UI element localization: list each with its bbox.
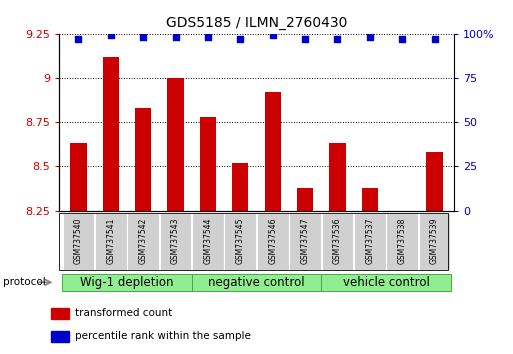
Bar <box>192 212 224 270</box>
Point <box>139 34 147 40</box>
Bar <box>329 143 346 211</box>
Text: Wig-1 depletion: Wig-1 depletion <box>80 276 174 289</box>
Text: GSM737542: GSM737542 <box>139 218 148 264</box>
Bar <box>386 212 418 270</box>
Bar <box>322 212 353 270</box>
Bar <box>289 212 321 270</box>
Text: GSM737541: GSM737541 <box>106 218 115 264</box>
Point <box>171 34 180 40</box>
Bar <box>354 212 386 270</box>
Text: GSM737537: GSM737537 <box>365 218 374 264</box>
Bar <box>70 143 87 211</box>
Bar <box>225 212 256 270</box>
Point <box>74 36 83 42</box>
Bar <box>62 274 192 291</box>
Point <box>204 34 212 40</box>
Point <box>236 36 244 42</box>
Bar <box>167 78 184 211</box>
Bar <box>265 92 281 211</box>
Bar <box>257 212 288 270</box>
Bar <box>103 57 119 211</box>
Text: GSM737538: GSM737538 <box>398 218 407 264</box>
Text: GSM737536: GSM737536 <box>333 218 342 264</box>
Bar <box>419 212 450 270</box>
Text: transformed count: transformed count <box>75 308 172 318</box>
Bar <box>321 274 451 291</box>
Text: GSM737546: GSM737546 <box>268 218 277 264</box>
Point <box>366 34 374 40</box>
Text: protocol: protocol <box>3 277 45 287</box>
Text: negative control: negative control <box>208 276 305 289</box>
Text: GSM737547: GSM737547 <box>301 218 309 264</box>
Bar <box>362 188 378 211</box>
Text: GSM737544: GSM737544 <box>204 218 212 264</box>
Point <box>398 36 406 42</box>
Point <box>107 33 115 38</box>
Bar <box>51 331 69 342</box>
Bar <box>160 212 191 270</box>
Bar <box>426 152 443 211</box>
Bar <box>95 212 127 270</box>
Text: GSM737543: GSM737543 <box>171 218 180 264</box>
Text: GSM737540: GSM737540 <box>74 218 83 264</box>
Point <box>269 33 277 38</box>
Bar <box>200 117 216 211</box>
Text: GSM737545: GSM737545 <box>236 218 245 264</box>
Text: GSM737539: GSM737539 <box>430 218 439 264</box>
Bar <box>51 308 69 319</box>
Bar <box>192 274 321 291</box>
Text: vehicle control: vehicle control <box>343 276 429 289</box>
Title: GDS5185 / ILMN_2760430: GDS5185 / ILMN_2760430 <box>166 16 347 30</box>
Point <box>301 36 309 42</box>
Bar <box>127 212 159 270</box>
Bar <box>297 188 313 211</box>
Bar <box>135 108 151 211</box>
Point <box>430 36 439 42</box>
Point <box>333 36 342 42</box>
Text: percentile rank within the sample: percentile rank within the sample <box>75 331 251 341</box>
Bar <box>63 212 94 270</box>
Bar <box>232 163 248 211</box>
